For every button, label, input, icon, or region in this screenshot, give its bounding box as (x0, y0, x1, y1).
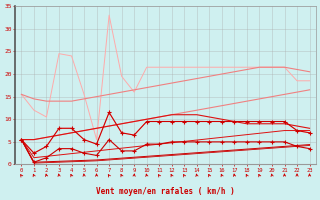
X-axis label: Vent moyen/en rafales ( km/h ): Vent moyen/en rafales ( km/h ) (96, 187, 235, 196)
